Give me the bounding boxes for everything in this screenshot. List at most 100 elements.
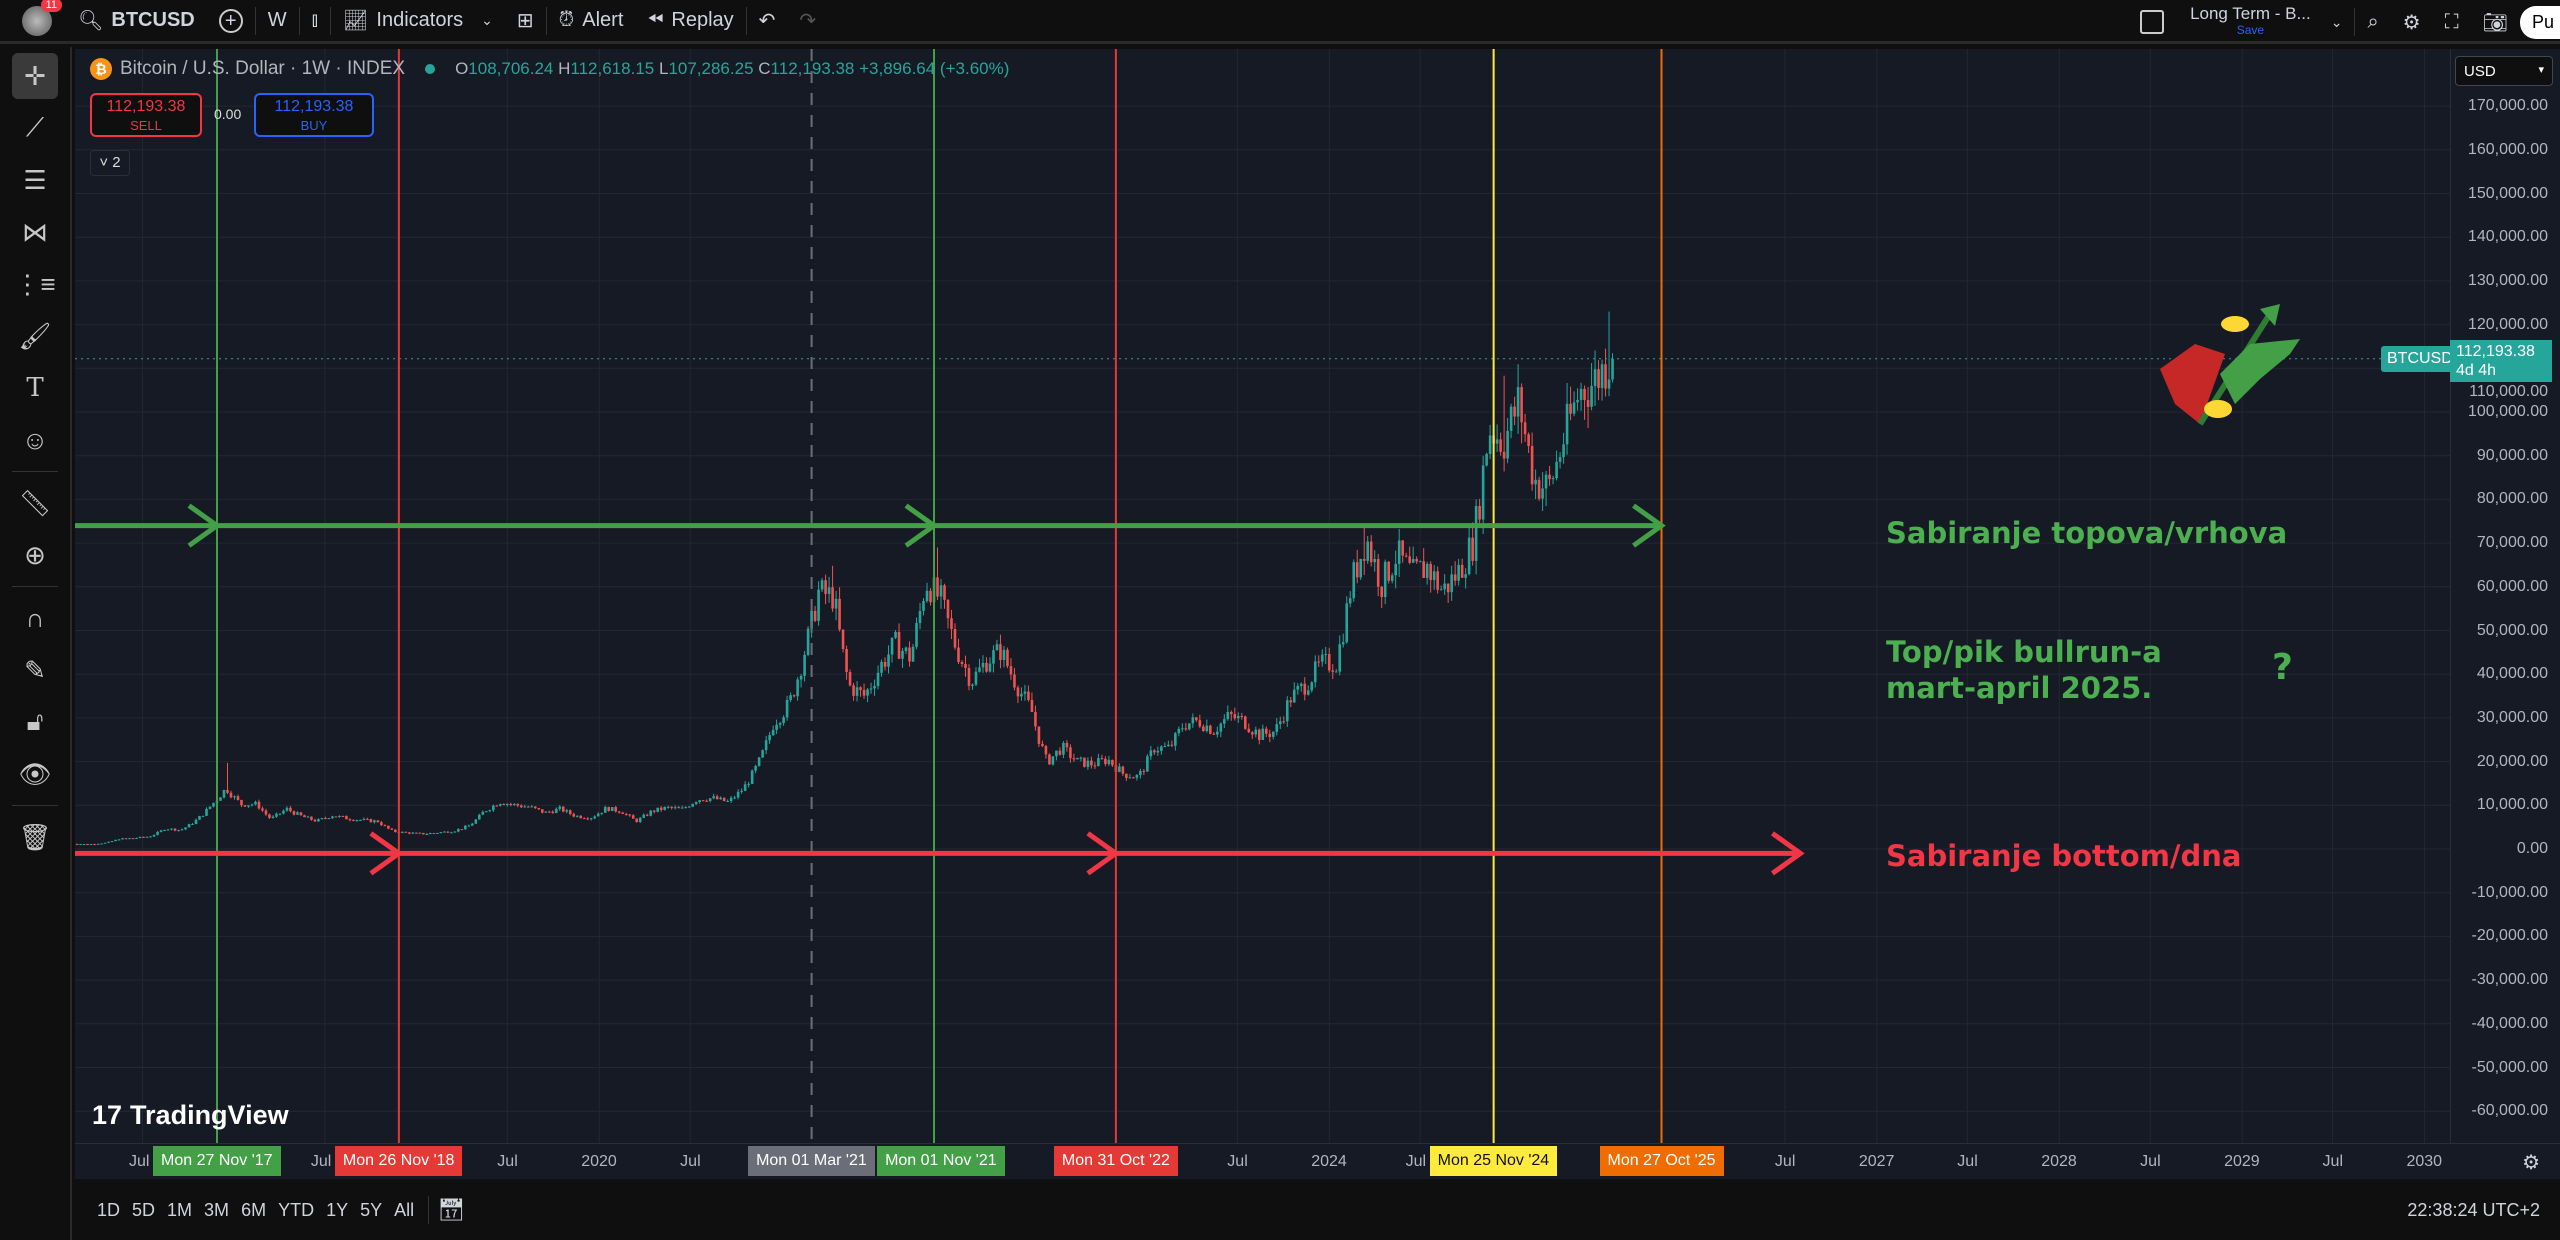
undo-button[interactable]: ↶ — [747, 0, 788, 43]
date-marker-badge[interactable]: Mon 31 Oct '22 — [1053, 1146, 1178, 1176]
axis-settings-icon[interactable]: ⚙︎ — [2522, 1152, 2540, 1174]
replay-button[interactable]: ⏪︎ Replay — [635, 0, 745, 43]
collapse-indicators-button[interactable]: ˅ 2 — [90, 150, 130, 176]
publish-button[interactable]: Pu — [2519, 5, 2560, 39]
indicators-button[interactable]: 📈︎ Indicators ⌄ — [331, 0, 505, 43]
date-marker-badge[interactable]: Mon 26 Nov '18 — [334, 1146, 463, 1176]
time-axis[interactable]: ⚙︎ Mon 27 Nov '17 Mon 26 Nov '18 Mon 01 Ma… — [75, 1143, 2560, 1179]
chart-canvas[interactable] — [75, 49, 2450, 1143]
symbol-search-button[interactable]: 🔍︎ BTCUSD — [66, 0, 207, 43]
magnet-icon[interactable]: ∩ — [25, 602, 45, 633]
range-button-3m[interactable]: 3M — [204, 1199, 230, 1220]
eye-icon[interactable]: 👁︎ — [18, 758, 52, 789]
range-button-6m[interactable]: 6M — [241, 1199, 267, 1220]
fullscreen-button[interactable]: ⛶ — [2433, 0, 2471, 44]
time-label: Jul — [129, 1153, 150, 1170]
layout-button[interactable]: Long Term - B... Save ⌄ — [2128, 0, 2354, 44]
range-button-1y[interactable]: 1Y — [326, 1199, 349, 1220]
forecast-icon[interactable]: ⋮≡ — [14, 268, 56, 299]
candle-body — [320, 818, 324, 820]
date-marker-badge[interactable]: Mon 01 Nov '21 — [877, 1146, 1005, 1176]
annotation-tops[interactable]: Sabiranje topova/vrhova — [1886, 516, 2288, 550]
candle-body — [1243, 716, 1247, 729]
unlock-icon[interactable]: 🔓︎ — [26, 706, 44, 736]
trash-icon[interactable]: 🗑︎ — [18, 821, 52, 852]
range-button-5y[interactable]: 5Y — [360, 1199, 383, 1220]
candle-body — [1520, 387, 1523, 423]
currency-select[interactable]: USD ▾ — [2455, 56, 2553, 86]
candle-body — [1125, 773, 1128, 778]
candle-body — [747, 783, 750, 785]
alert-button[interactable]: ⏰︎ Alert — [547, 0, 636, 43]
range-button-5d[interactable]: 5D — [132, 1199, 156, 1220]
candle-body — [1013, 674, 1016, 688]
crosshair-icon[interactable]: ✛ — [12, 53, 58, 99]
time-label: 2020 — [581, 1153, 617, 1170]
price-axis[interactable]: 170,000.00 160,000.00 150,000.00 140,000.00… — [2450, 49, 2560, 1143]
text-icon[interactable]: T — [26, 373, 44, 403]
interval-button[interactable]: W — [267, 9, 287, 31]
candle-body — [1188, 723, 1191, 730]
brush-icon[interactable]: 🖌︎ — [18, 320, 52, 351]
range-button-1m[interactable]: 1M — [167, 1199, 193, 1220]
candle-body — [943, 585, 946, 600]
buy-button[interactable]: 112,193.38 BUY — [254, 93, 374, 137]
tradingview-logo[interactable]: 17 TradingView — [92, 1100, 289, 1131]
chart-pane[interactable]: 17 TradingView — [75, 49, 2450, 1143]
annotation-peak-line1[interactable]: Top/pik bullrun-a — [1886, 635, 2162, 669]
date-marker-badge[interactable]: Mon 27 Nov '17 — [153, 1146, 281, 1176]
range-button-ytd[interactable]: YTD — [278, 1199, 315, 1220]
candle-body — [478, 814, 481, 820]
compare-symbol-button[interactable]: + — [207, 0, 255, 43]
pattern-icon[interactable]: ⋈ — [22, 216, 48, 247]
user-avatar[interactable]: 11 — [22, 0, 62, 36]
templates-button[interactable]: ⊞ — [505, 0, 546, 43]
candle-body — [1163, 746, 1167, 748]
ruler-icon[interactable]: 📏︎ — [18, 487, 52, 518]
candle-body — [1583, 388, 1586, 401]
date-marker-badge[interactable]: Mon 27 Oct '25 — [1599, 1146, 1724, 1176]
candle-body — [1576, 399, 1579, 403]
annotation-bottoms[interactable]: Sabiranje bottom/dna — [1886, 839, 2242, 873]
candle-body — [600, 812, 604, 814]
trendline-icon[interactable]: ⟋ — [25, 112, 45, 142]
chevron-down-icon[interactable]: ⌄ — [2330, 13, 2343, 30]
symbol-legend[interactable]: ₿ Bitcoin / U.S. Dollar · 1W · INDEX O10… — [90, 58, 1009, 80]
redo-button[interactable]: ↷ — [787, 0, 828, 43]
candle-body — [1041, 743, 1044, 747]
smiley-icon[interactable]: ☺ — [21, 424, 49, 455]
candle-body — [1037, 726, 1041, 744]
annotation-question[interactable]: ? — [2272, 647, 2293, 688]
candle-body — [946, 599, 950, 619]
snapshot-button[interactable]: 📷︎ — [2471, 0, 2520, 44]
layout-save-link[interactable]: Save — [2236, 23, 2265, 37]
candle-body — [1044, 746, 1048, 755]
candle-body — [1174, 733, 1177, 746]
candle-body — [457, 829, 460, 832]
calendar-goto-icon[interactable]: 📅︎ — [437, 1197, 466, 1222]
annotation-peak-line2[interactable]: mart-april 2025. — [1886, 671, 2153, 705]
candle-body — [401, 831, 404, 833]
zoom-in-icon[interactable]: ⊕ — [24, 539, 46, 570]
candle-body — [499, 804, 502, 806]
candle-body — [1027, 691, 1030, 700]
date-marker-badge[interactable]: Mon 01 Mar '21 — [748, 1146, 875, 1176]
candle-body — [1076, 757, 1079, 760]
date-marker-badge[interactable]: Mon 25 Nov '24 — [1429, 1146, 1558, 1176]
range-button-1d[interactable]: 1D — [97, 1199, 121, 1220]
quick-search-button[interactable]: ⌕ — [2355, 0, 2390, 44]
chevron-down-icon[interactable]: ⌄ — [481, 12, 493, 28]
candle-body — [1271, 731, 1275, 737]
clock[interactable]: 22:38:24 UTC+2 — [2407, 1199, 2540, 1220]
time-label: Jul — [2140, 1153, 2161, 1170]
close-value: 112,193.38 — [770, 59, 855, 78]
horizontal-lines-icon[interactable]: ☰ — [23, 164, 47, 195]
chart-type-button[interactable]: ⫾ — [300, 0, 330, 43]
sell-button[interactable]: 112,193.38 SELL — [90, 93, 202, 137]
undo-icon: ↶ — [758, 10, 776, 32]
range-button-all[interactable]: All — [394, 1199, 415, 1220]
candle-body — [1233, 714, 1237, 719]
lock-drawings-icon[interactable]: ✎ — [24, 654, 46, 685]
candle-body — [275, 813, 278, 817]
settings-button[interactable]: ⚙︎ — [2391, 0, 2433, 44]
